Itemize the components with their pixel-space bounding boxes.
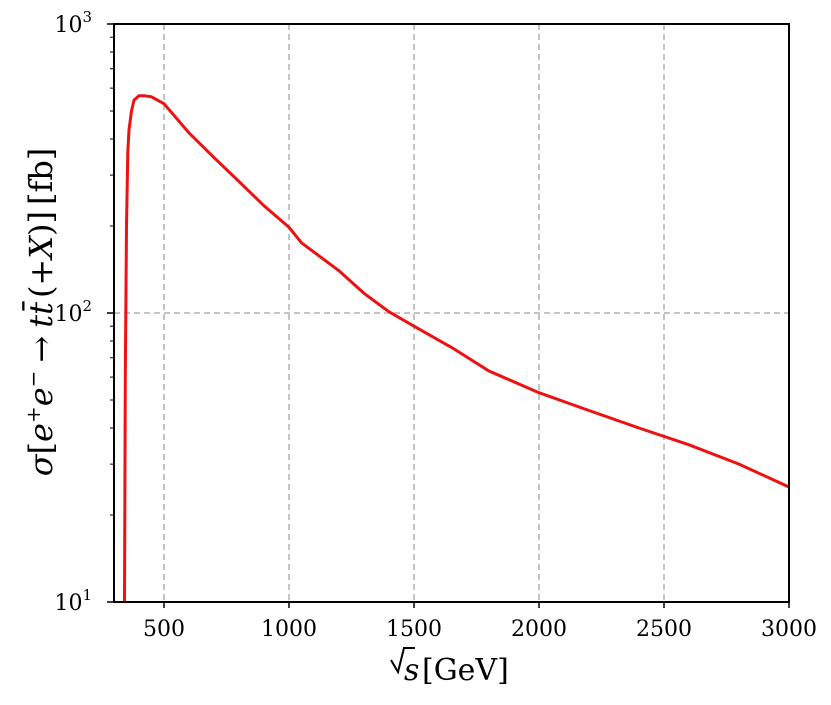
y-label-t: t — [22, 315, 60, 328]
grid — [114, 24, 789, 602]
x-axis-label: s [GeV] — [390, 647, 509, 688]
y-label-e2sup: − — [21, 371, 45, 388]
y-label-close: )] — [22, 211, 60, 236]
x-tick-label: 1000 — [261, 617, 317, 642]
sqrt-bar — [390, 647, 415, 675]
y-label-bar: ¯ — [16, 298, 54, 314]
x-tick-label: 2500 — [636, 617, 692, 642]
y-label-e2: e — [22, 387, 60, 406]
y-tick-label: 103 — [54, 8, 92, 38]
y-label-sigma: σ — [22, 453, 60, 476]
y-label-unit: [fb] — [22, 148, 60, 205]
x-axis: 500 1000 1500 2000 2500 3000 — [143, 602, 817, 642]
y-tick-label: 102 — [54, 297, 92, 327]
y-label-e1sup: + — [21, 406, 45, 423]
y-axis-label: σ[e+e−→tt¯(+X)][fb] — [16, 148, 60, 477]
y-label-e1: e — [22, 423, 60, 442]
y-label-plusx: (+ — [22, 259, 60, 298]
y-axis: 101 102 103 — [54, 8, 114, 616]
x-tick-label: 1500 — [386, 617, 442, 642]
x-label-var: s — [404, 653, 419, 688]
y-label-open: [ — [22, 442, 60, 454]
svg-text:σ[e+e−→tt¯(+X)][fb]: σ[e+e−→tt¯(+X)][fb] — [16, 148, 60, 477]
x-label-unit: [GeV] — [422, 653, 509, 688]
y-label-tbar: t — [22, 302, 60, 315]
x-tick-label: 3000 — [761, 617, 817, 642]
x-tick-label: 2000 — [511, 617, 567, 642]
y-tick-label: 101 — [54, 586, 92, 616]
cross-section-curve — [123, 94, 790, 603]
x-tick-label: 500 — [143, 617, 185, 642]
y-label-arrow: → — [22, 336, 60, 363]
y-label-x: X — [22, 235, 60, 262]
